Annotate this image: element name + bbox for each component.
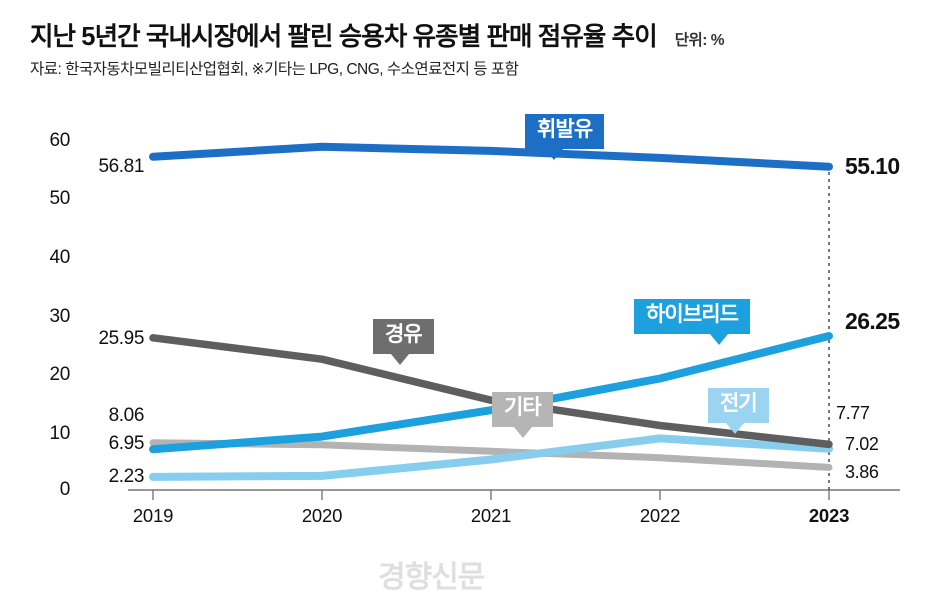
source-note: 자료: 한국자동차모빌리티산업협회, ※기타는 LPG, CNG, 수소연료전지… [30, 61, 519, 78]
value-label-hybrid-2023: 26.25 [845, 308, 900, 334]
x-tick-2023: 2023 [808, 505, 850, 526]
x-tick-2020: 2020 [301, 505, 343, 526]
value-label-hybrid-2019: 6.95 [108, 433, 145, 454]
tag-tail-diesel [391, 353, 409, 365]
chart-plot-area: 60 50 40 30 20 10 0 2019 2020 2021 2022 … [0, 100, 928, 594]
value-label-gasoline-2023: 55.10 [845, 153, 900, 179]
value-label-electric-2023: 7.02 [845, 434, 879, 454]
unit-label: 단위: % [674, 32, 725, 49]
series-tag-electric: 전기 [708, 388, 769, 434]
series-line-diesel [149, 334, 833, 449]
series-tag-other-label: 기타 [504, 396, 542, 419]
y-tick-50: 50 [49, 188, 70, 209]
chart-header: 지난 5년간 국내시장에서 팔린 승용차 유종별 판매 점유율 추이 단위: %… [0, 0, 928, 100]
value-label-other-2019: 8.06 [108, 405, 145, 426]
series-tag-hybrid-label: 하이브리드 [646, 303, 739, 326]
x-tick-2021: 2021 [470, 505, 512, 526]
line-chart-svg [128, 142, 900, 500]
series-line-gasoline [149, 142, 833, 171]
series-line-electric [149, 434, 833, 481]
series-tag-gasoline: 휘발유 [525, 114, 605, 160]
y-tick-20: 20 [49, 364, 70, 385]
tag-tail-electric [726, 422, 744, 434]
x-axis-tick-marks [152, 490, 830, 500]
y-tick-0: 0 [59, 479, 71, 500]
title-row: 지난 5년간 국내시장에서 팔린 승용차 유종별 판매 점유율 추이 단위: % [30, 16, 725, 53]
series-line-hybrid [149, 332, 833, 454]
value-label-diesel-2019: 25.95 [98, 328, 144, 349]
value-label-electric-2019: 2.23 [108, 466, 145, 487]
y-tick-30: 30 [49, 306, 70, 327]
watermark: 경향신문 [378, 561, 485, 594]
value-label-other-2023: 3.86 [845, 462, 879, 482]
y-tick-40: 40 [49, 247, 70, 268]
series-tag-electric-label: 전기 [720, 392, 758, 415]
series-tag-gasoline-label: 휘발유 [537, 118, 593, 141]
series-tag-diesel-label: 경유 [385, 323, 423, 346]
tag-tail-other [514, 426, 532, 438]
x-tick-2022: 2022 [639, 505, 681, 526]
series-tag-hybrid: 하이브리드 [634, 299, 751, 345]
series-tag-other: 기타 [492, 392, 553, 438]
tag-tail-hybrid [710, 333, 729, 345]
page-title: 지난 5년간 국내시장에서 팔린 승용차 유종별 판매 점유율 추이 [30, 23, 658, 51]
y-tick-10: 10 [49, 423, 70, 444]
value-label-gasoline-2019: 56.81 [98, 156, 144, 177]
tag-tail-gasoline [545, 148, 563, 160]
series-tag-diesel: 경유 [373, 319, 434, 365]
value-label-diesel-2023: 7.77 [836, 403, 870, 423]
x-tick-2019: 2019 [132, 505, 174, 526]
y-tick-60: 60 [49, 130, 70, 151]
